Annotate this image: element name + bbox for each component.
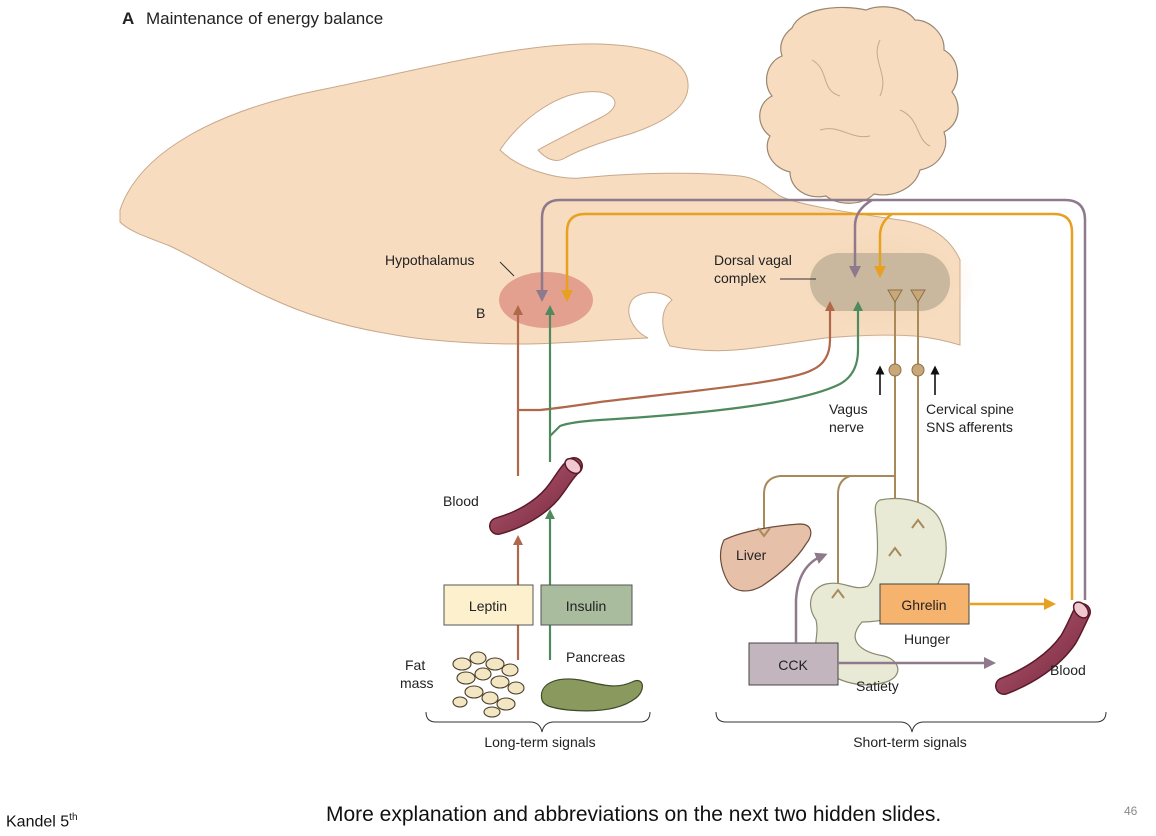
vagus-ganglion (888, 363, 902, 377)
ghrelin-label: Ghrelin (901, 597, 946, 613)
hypothalamus-region (499, 272, 593, 328)
leptin-dvc-arrow (518, 301, 835, 412)
brain-silhouette (119, 6, 961, 352)
hunger-label: Hunger (904, 631, 950, 647)
citation: Kandel 5th (6, 812, 78, 831)
cervical-label-line2: SNS afferents (926, 419, 1013, 435)
insulin-label: Insulin (566, 598, 606, 614)
hypothalamus-leader-line (499, 261, 515, 277)
hypothalamus-label: Hypothalamus (385, 252, 475, 268)
figure-title: Maintenance of energy balance (146, 9, 383, 28)
stomach-organ (809, 498, 947, 686)
liver-label: Liver (736, 547, 767, 563)
left-blood-vessel (489, 457, 583, 535)
pancreas-organ (540, 678, 643, 712)
short-term-label: Short-term signals (853, 734, 967, 750)
long-term-label: Long-term signals (484, 734, 595, 750)
slide-number: 46 (1124, 804, 1138, 818)
footer-note: More explanation and abbreviations on th… (326, 803, 942, 826)
fat-label-line1: Fat (405, 657, 425, 673)
dvc-label-line2: complex (714, 270, 766, 286)
leptin-box (443, 584, 534, 626)
ghrelin-dvc-arrow (874, 212, 893, 278)
cck-dvc-arrow (849, 198, 873, 278)
blood-right-label: Blood (1050, 662, 1086, 678)
ghrelin-long-arrow (561, 212, 1074, 600)
insulin-box (540, 584, 633, 626)
stomach-nerve-ends (831, 518, 925, 599)
leptin-label: Leptin (469, 598, 507, 614)
cck-liver-arrow (794, 552, 828, 643)
citation-superscript: th (69, 812, 78, 823)
dvc-label-line1: Dorsal vagal (714, 252, 792, 268)
blood-left-label: Blood (443, 493, 479, 509)
b-label: B (476, 305, 485, 321)
vagus-label-line1: Vagus (829, 401, 868, 417)
long-term-bracket (425, 711, 651, 733)
insulin-dvc-arrow (549, 301, 863, 437)
right-blood-vessel (995, 601, 1091, 695)
fat-mass-cells (452, 651, 525, 718)
satiety-label: Satiety (856, 678, 899, 694)
cck-label: CCK (778, 657, 808, 673)
cck-box (748, 642, 839, 686)
liver-nerve-ending (757, 527, 771, 538)
panel-label: A (122, 9, 134, 28)
pancreas-label: Pancreas (566, 649, 625, 665)
nerve-terminals (887, 289, 926, 303)
ghrelin-box (879, 583, 970, 625)
short-term-bracket (715, 711, 1107, 733)
spinal-ganglion (911, 363, 925, 377)
cervical-label-line1: Cervical spine (926, 401, 1014, 417)
liver-organ (719, 523, 812, 592)
cck-long-arrow (536, 198, 1087, 600)
citation-text: Kandel 5 (6, 813, 70, 831)
vagus-label-line2: nerve (829, 419, 864, 435)
fat-label-line2: mass (400, 675, 433, 691)
